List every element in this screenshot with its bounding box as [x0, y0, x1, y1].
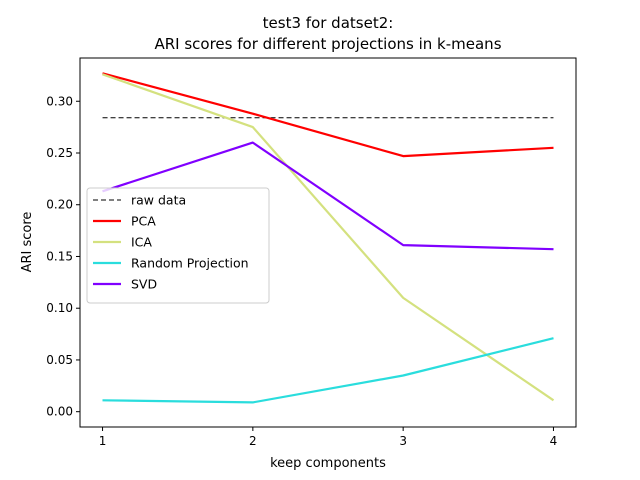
series-line-ica — [102, 73, 555, 402]
series-line-svd — [102, 141, 554, 251]
y-tick-label: 0.10 — [46, 301, 73, 315]
x-tick-label: 2 — [249, 434, 257, 448]
series-line-pca — [102, 72, 554, 158]
legend: raw data PCA ICA Random Projection SVD — [86, 187, 270, 304]
legend-label-random-projection: Random Projection — [131, 256, 249, 271]
legend-box — [86, 187, 270, 304]
chart-title-line1: test3 for datset2: — [263, 14, 394, 32]
y-axis-label: ARI score — [20, 212, 35, 273]
legend-label-raw-data: raw data — [131, 193, 186, 208]
legend-label-pca: PCA — [131, 214, 156, 229]
y-tick-label: 0.25 — [46, 146, 73, 160]
plot-area: 1 2 3 4 0.00 0.05 0.10 0.15 0.20 0.25 0.30 — [46, 57, 577, 448]
y-tick-label: 0.20 — [46, 198, 73, 212]
legend-label-svd: SVD — [131, 277, 157, 292]
axes-frame — [79, 57, 577, 428]
y-tick-label: 0.05 — [46, 353, 73, 367]
x-tick-label: 4 — [550, 434, 558, 448]
x-axis-label: keep components — [270, 456, 386, 471]
series-line-random-projection — [102, 337, 554, 404]
y-tick-label: 0.15 — [46, 249, 73, 263]
x-tick-label: 3 — [399, 434, 407, 448]
legend-label-ica: ICA — [131, 235, 152, 250]
y-tick-label: 0.30 — [46, 94, 73, 108]
x-tick-label: 1 — [99, 434, 107, 448]
y-tick-label: 0.00 — [46, 405, 73, 419]
chart-title-line2: ARI scores for different projections in … — [154, 35, 501, 53]
